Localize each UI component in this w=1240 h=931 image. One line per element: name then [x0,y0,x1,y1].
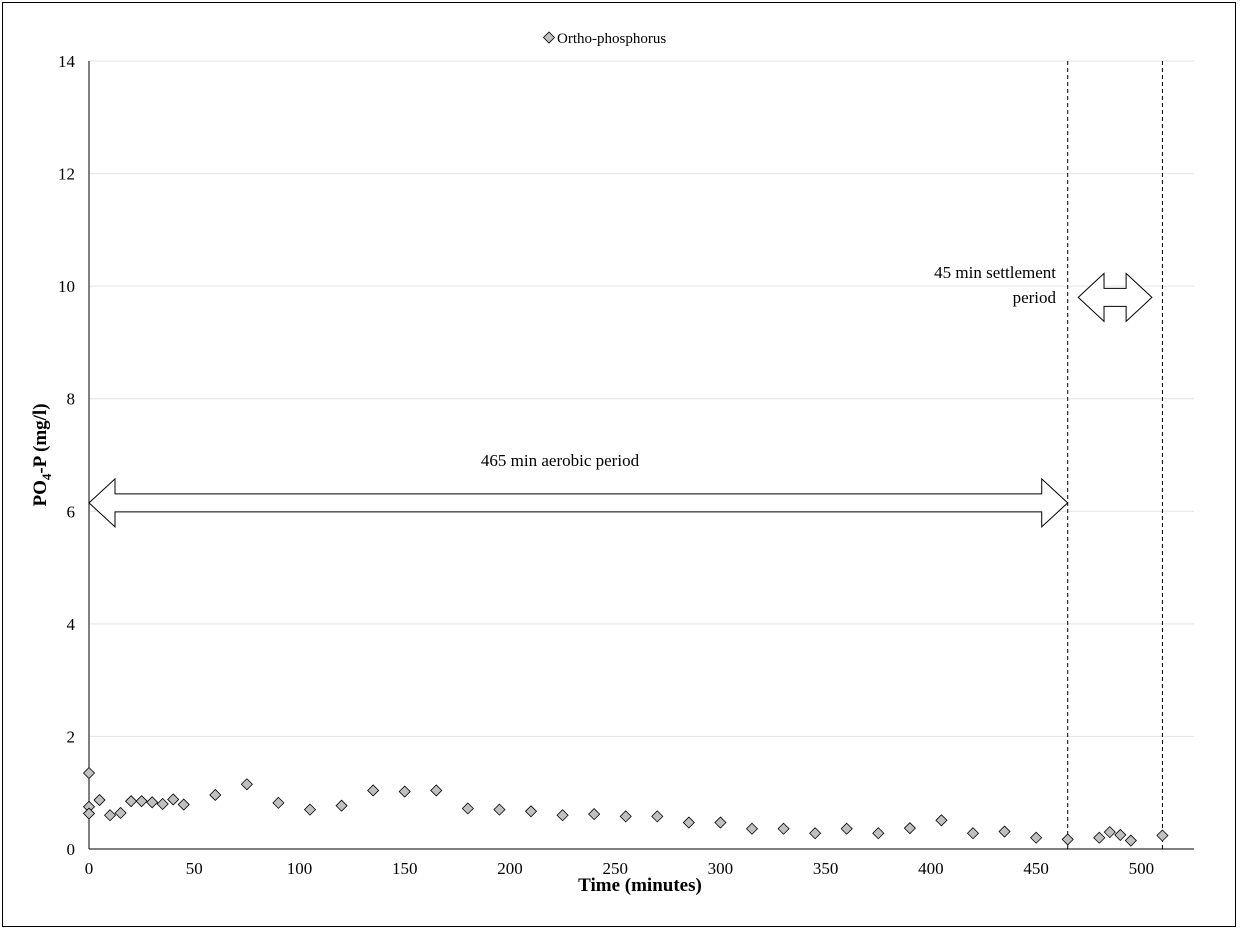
x-tick-label: 300 [708,859,734,878]
axes [88,61,1194,850]
x-tick-label: 100 [287,859,313,878]
data-point [177,798,190,811]
data-point [209,788,222,802]
data-point [1124,834,1137,847]
x-tick-label: 450 [1023,859,1049,878]
data-point [240,778,253,791]
y-axis-title-rest: -P (mg/l) [30,403,51,473]
x-tick-label: 200 [497,859,523,878]
data-point [1093,831,1106,844]
y-axis-title-subscript: 4 [39,473,54,480]
data-point [809,827,822,840]
data-point [493,803,506,816]
data-point [619,810,632,823]
y-tick-label: 10 [58,277,75,296]
data-point [1114,828,1127,841]
legend-label: Ortho-phosphorus [557,31,666,47]
legend-diamond-marker [542,31,556,44]
data-point [82,766,96,780]
double-arrow [1077,272,1153,323]
data-point [1061,833,1074,846]
data-point [524,805,538,818]
data-point [335,799,348,812]
aerobic-period-label: 465 min aerobic period [481,451,640,470]
data-point [114,806,127,820]
data-point [1030,831,1043,844]
data-point [93,793,106,807]
data-point [82,807,96,820]
data-point [103,809,117,822]
x-tick-label: 0 [85,859,94,878]
y-axis-title-main: PO [30,480,51,506]
data-point [461,802,474,815]
y-tick-label: 2 [67,727,76,746]
x-tick-label: 500 [1129,859,1155,878]
y-tick-label: 8 [67,390,76,409]
data-points [82,766,1169,847]
data-point [367,784,380,797]
double-arrow [88,477,1069,528]
y-tick-labels: 0 2 4 6 8 10 12 14 [58,52,76,859]
data-point [167,793,180,806]
x-tick-label: 400 [918,859,944,878]
data-point [903,822,916,835]
settlement-period-label-line2: period [1013,288,1057,307]
data-point [651,810,664,823]
data-point [556,809,569,822]
data-point [935,814,948,827]
settlement-period-label-line1: 45 min settlement [934,263,1056,282]
data-point [682,816,695,829]
data-point [745,822,759,835]
y-tick-label: 12 [58,165,75,184]
x-tick-label: 350 [813,859,839,878]
legend: Ortho-phosphorus [542,31,666,47]
data-point [272,796,285,809]
data-point [840,822,853,835]
y-tick-label: 6 [67,502,76,521]
data-point [777,822,790,835]
data-point [303,803,317,816]
y-tick-label: 4 [67,615,76,634]
period-boundary-lines [1067,61,1163,849]
data-point [156,797,169,811]
data-point [1156,829,1169,842]
data-point [398,785,411,798]
data-point [146,796,159,809]
data-point [872,827,885,840]
x-axis-title: Time (minutes) [578,875,702,896]
period-arrows [88,272,1153,528]
data-point [588,808,601,821]
x-tick-label: 150 [392,859,418,878]
x-tick-labels: 0 50 100 150 200 250 300 350 400 450 500 [85,859,1154,878]
data-point [430,784,443,797]
x-tick-label: 250 [602,859,628,878]
gridlines [89,60,1194,737]
data-point [1103,826,1116,839]
data-point [998,825,1011,838]
data-point [125,795,138,808]
data-point [135,795,148,808]
y-tick-label: 0 [67,840,76,859]
data-point [966,827,980,840]
y-axis-title: PO4-P (mg/l) [30,403,54,506]
data-point [714,816,727,829]
y-tick-label: 14 [58,52,76,71]
x-tick-label: 50 [186,859,203,878]
